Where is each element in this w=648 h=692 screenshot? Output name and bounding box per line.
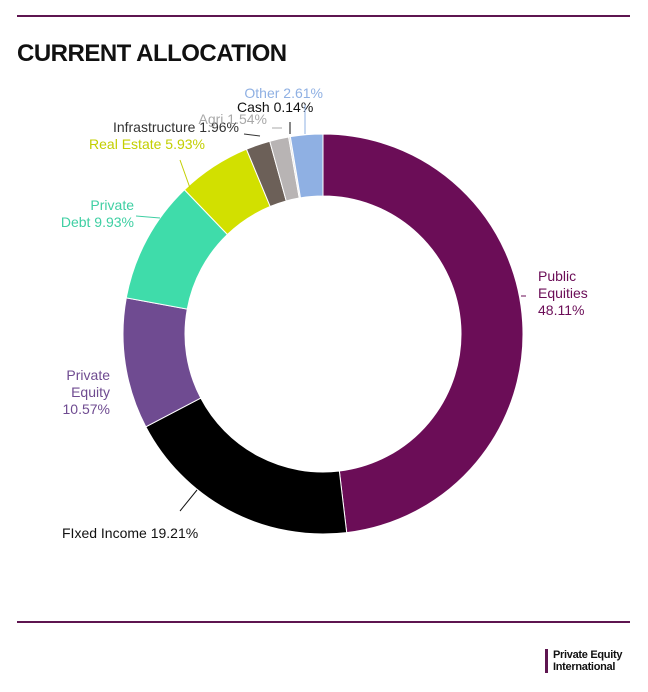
leader-line-private-debt bbox=[135, 215, 161, 219]
leader-line-infrastructure bbox=[243, 133, 261, 137]
data-label-public-equities: Public Equities 48.11% bbox=[538, 268, 588, 318]
leader-line-real-estate bbox=[179, 159, 191, 189]
data-label-infrastructure: Infrastructure 1.96% bbox=[113, 119, 239, 135]
slice-other bbox=[289, 133, 324, 199]
bottom-divider bbox=[17, 621, 630, 623]
data-label-real-estate: Real Estate 5.93% bbox=[89, 136, 205, 152]
data-label-cash: Cash 0.14% bbox=[237, 99, 313, 115]
data-label-fixed-income: FIxed Income 19.21% bbox=[62, 525, 198, 541]
page-title: CURRENT ALLOCATION bbox=[17, 40, 287, 67]
data-label-agri: Agri 1.54% bbox=[199, 111, 267, 127]
brand-logo: Private Equity International bbox=[545, 649, 622, 673]
data-label-private-equity: Private Equity 10.57% bbox=[63, 367, 111, 417]
brand-line-1: Private Equity bbox=[553, 649, 623, 661]
top-divider bbox=[17, 15, 630, 17]
data-label-other: Other 2.61% bbox=[244, 85, 323, 101]
data-label-private-debt: Private Debt 9.93% bbox=[61, 197, 134, 230]
brand-line-2: International bbox=[553, 661, 616, 673]
leader-line-fixed-income bbox=[179, 489, 198, 512]
slice-public-equities bbox=[322, 133, 524, 534]
slice-fixed-income bbox=[145, 397, 348, 535]
